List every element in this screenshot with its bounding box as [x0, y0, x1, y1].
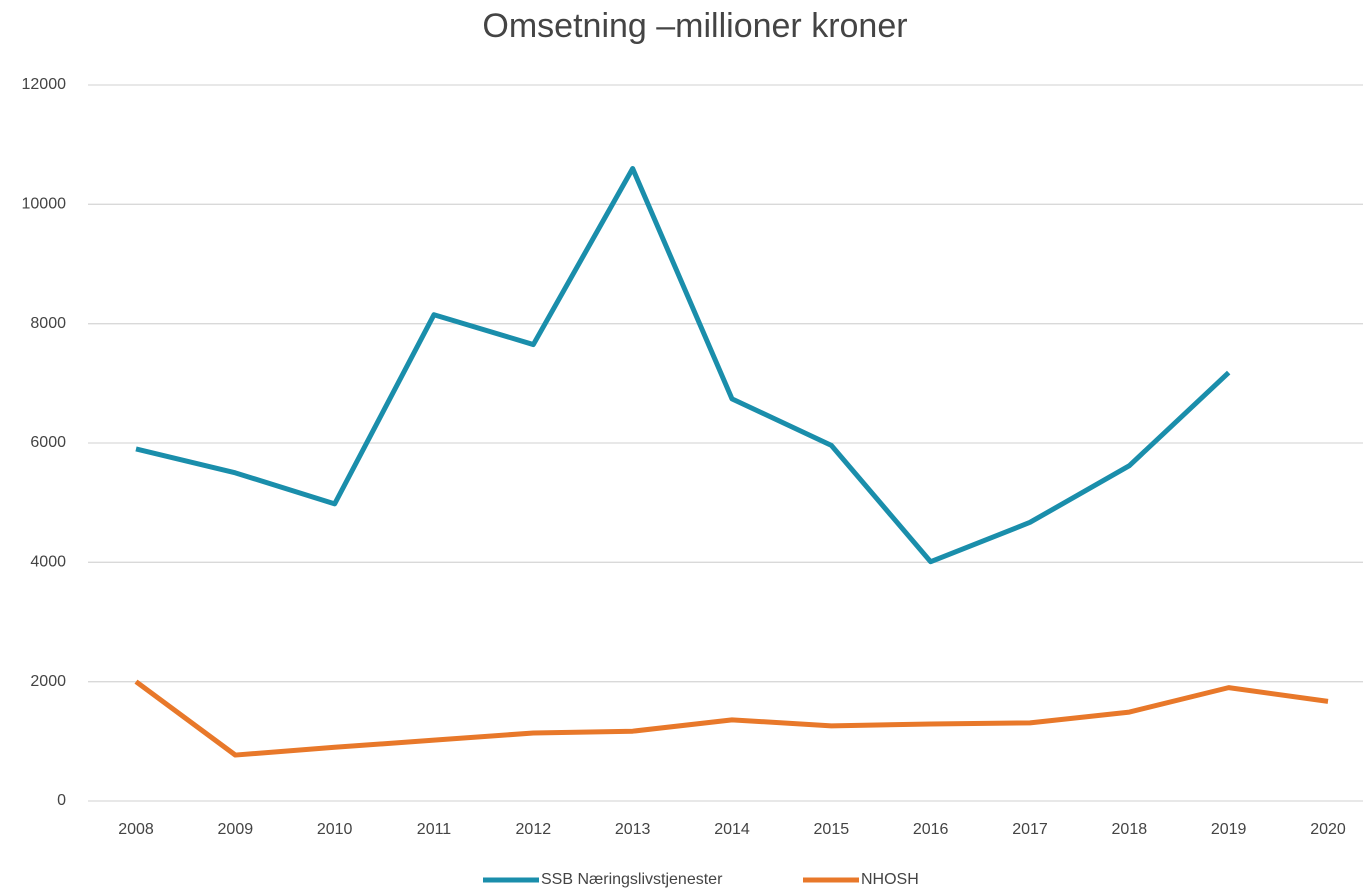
- x-tick-label: 2017: [1012, 821, 1048, 838]
- x-tick-label: 2020: [1310, 821, 1346, 838]
- legend-label: SSB Næringslivstjenester: [541, 871, 723, 888]
- series-line: [135, 166, 1231, 565]
- x-tick-label: 2019: [1211, 821, 1247, 838]
- x-tick-label: 2016: [913, 821, 949, 838]
- x-tick-label: 2012: [516, 821, 552, 838]
- y-tick-label: 6000: [30, 434, 66, 451]
- legend-label: NHOSH: [861, 871, 919, 888]
- y-tick-label: 0: [57, 792, 66, 809]
- x-tick-label: 2009: [218, 821, 254, 838]
- x-tick-label: 2008: [118, 821, 154, 838]
- y-tick-label: 4000: [30, 554, 66, 571]
- series-line: [134, 679, 1329, 758]
- x-tick-label: 2011: [417, 821, 452, 838]
- y-tick-label: 2000: [30, 673, 66, 690]
- y-tick-label: 8000: [30, 315, 66, 332]
- x-tick-label: 2018: [1112, 821, 1148, 838]
- y-tick-label: 10000: [22, 196, 67, 213]
- x-tick-label: 2013: [615, 821, 651, 838]
- x-tick-label: 2010: [317, 821, 353, 838]
- x-tick-label: 2015: [814, 821, 850, 838]
- x-tick-label: 2014: [714, 821, 750, 838]
- chart-title: Omsetning –millioner kroner: [482, 7, 907, 45]
- y-tick-label: 12000: [22, 76, 67, 93]
